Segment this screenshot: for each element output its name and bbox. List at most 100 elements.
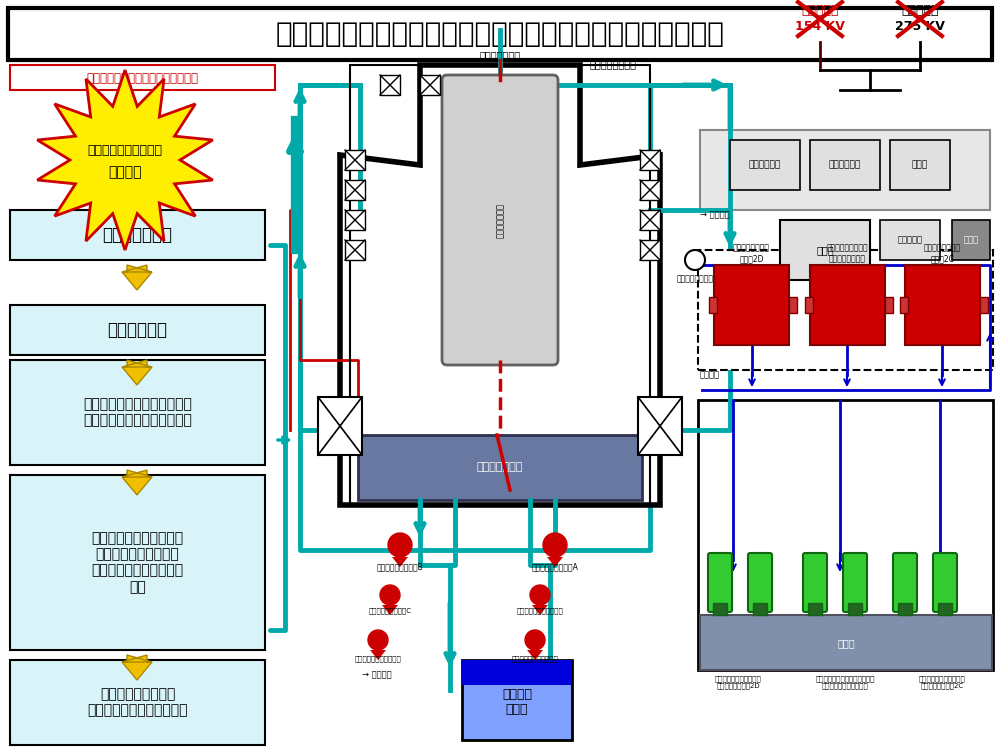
Bar (420, 75, 440, 95)
Text: 平成２３年３月１１日１４時４６分: 平成２３年３月１１日１４時４６分 (86, 71, 198, 85)
FancyBboxPatch shape (708, 553, 732, 612)
Bar (900, 297, 908, 313)
Text: 原子炉隔離時冷却ポンプ
及び高圧炉心スプレイ
ポンプにて原子炉水位を
確保: 原子炉隔離時冷却ポンプ 及び高圧炉心スプレイ ポンプにて原子炉水位を 確保 (91, 531, 184, 594)
Text: 高圧炉心スプレイ系ディーゼル
発電機冷却用海水ポンプ: 高圧炉心スプレイ系ディーゼル 発電機冷却用海水ポンプ (815, 675, 875, 689)
Polygon shape (37, 70, 213, 250)
Text: → 放水口へ: → 放水口へ (362, 670, 392, 680)
Text: 原子炉圧力容器: 原子炉圧力容器 (496, 202, 505, 238)
Text: 復水貯蔵
タンク: 復水貯蔵 タンク (502, 688, 532, 716)
Text: 非常用ディーゼル
発電機2C: 非常用ディーゼル 発電機2C (924, 244, 961, 263)
Bar (10, 65, 275, 90)
Text: 予備電源系: 予備電源系 (801, 4, 839, 16)
Circle shape (543, 533, 567, 557)
Text: 原子炉隔離時冷却ポンプ: 原子炉隔離時冷却ポンプ (355, 655, 401, 662)
Bar (848, 603, 862, 615)
Circle shape (530, 585, 550, 605)
Bar (640, 150, 660, 170)
Text: 主蒸気逃し安全弁: 主蒸気逃し安全弁 (590, 59, 637, 69)
Text: 原子炉格納容器: 原子炉格納容器 (479, 50, 521, 60)
Text: 東北地方太平洋沖地震発生後の東海第二発電所状況　その１: 東北地方太平洋沖地震発生後の東海第二発電所状況 その１ (276, 20, 724, 48)
Circle shape (380, 585, 400, 605)
Bar (318, 397, 362, 455)
Text: 給水ポンプ: 給水ポンプ (898, 236, 922, 244)
Text: 高圧タービン: 高圧タービン (749, 160, 781, 170)
Bar (810, 265, 885, 345)
Text: 275 KV: 275 KV (895, 20, 945, 32)
FancyBboxPatch shape (803, 553, 827, 612)
Circle shape (685, 250, 705, 270)
Polygon shape (527, 650, 543, 660)
Polygon shape (382, 605, 398, 615)
Bar (698, 250, 993, 370)
Polygon shape (392, 557, 408, 567)
Bar (898, 603, 912, 615)
Polygon shape (532, 605, 548, 615)
FancyBboxPatch shape (442, 75, 558, 365)
Circle shape (368, 630, 388, 650)
Text: 非常用ディーゼル発電機
冷却用海水ポンプ2D: 非常用ディーゼル発電機 冷却用海水ポンプ2D (715, 675, 761, 689)
Bar (714, 265, 789, 345)
Bar (713, 603, 727, 615)
Bar (462, 660, 572, 740)
Text: 原子炉自動停止: 原子炉自動停止 (103, 226, 173, 244)
Bar (345, 240, 365, 260)
Polygon shape (122, 360, 152, 385)
Text: 高圧炉心スプレイ系
ディーゼル発電機: 高圧炉心スプレイ系 ディーゼル発電機 (827, 244, 868, 263)
FancyBboxPatch shape (843, 553, 867, 612)
Text: 東北地方太平洋沖地震: 東北地方太平洋沖地震 (88, 143, 162, 157)
Bar (810, 140, 880, 190)
Bar (789, 297, 797, 313)
Bar (10, 660, 265, 745)
Bar (700, 130, 990, 210)
Text: 取水口: 取水口 (837, 638, 855, 648)
Bar (730, 140, 800, 190)
Polygon shape (122, 265, 152, 290)
Text: 原子炉給水ポンプ: 原子炉給水ポンプ (676, 274, 714, 283)
Text: 取水口: 取水口 (964, 236, 978, 244)
Bar (709, 297, 717, 313)
Bar (885, 297, 893, 313)
Bar (462, 660, 572, 685)
Bar (905, 265, 980, 345)
Bar (753, 603, 767, 615)
Circle shape (525, 630, 545, 650)
Bar (345, 150, 365, 170)
Bar (345, 180, 365, 200)
Text: 圧力抑制プール: 圧力抑制プール (477, 463, 523, 472)
Text: 154 KV: 154 KV (795, 20, 845, 32)
Bar (640, 240, 660, 260)
Bar (980, 297, 988, 313)
Bar (10, 305, 265, 355)
Bar (10, 210, 265, 260)
Bar (10, 475, 265, 650)
Polygon shape (122, 655, 152, 680)
Polygon shape (340, 65, 660, 505)
Text: 発生！！: 発生！！ (108, 165, 142, 179)
Bar (345, 210, 365, 230)
Bar (350, 65, 650, 505)
Bar (8, 8, 992, 60)
Text: 低圧炉心スプレイポンプ: 低圧炉心スプレイポンプ (517, 607, 563, 613)
FancyBboxPatch shape (893, 553, 917, 612)
Text: 非常用ディーゼル
発電機2D: 非常用ディーゼル 発電機2D (733, 244, 770, 263)
Bar (780, 220, 870, 280)
Bar (698, 400, 993, 670)
Bar (380, 75, 400, 95)
Text: 外部電源喪失: 外部電源喪失 (108, 321, 168, 339)
Text: 発電機: 発電機 (912, 160, 928, 170)
Polygon shape (122, 470, 152, 495)
Bar (358, 435, 642, 500)
Text: 放水口へ: 放水口へ (700, 370, 720, 380)
Bar (10, 360, 265, 465)
Text: → 放水口へ: → 放水口へ (700, 211, 730, 220)
Bar (805, 297, 813, 313)
Text: 非常用ディーゼル発電機にて
安全停止に必要な電力を確保: 非常用ディーゼル発電機にて 安全停止に必要な電力を確保 (83, 398, 192, 427)
Polygon shape (370, 650, 386, 660)
Text: 復水器: 復水器 (816, 245, 834, 255)
Bar (952, 220, 990, 260)
Text: 低圧タービン: 低圧タービン (829, 160, 861, 170)
Bar (890, 140, 950, 190)
FancyBboxPatch shape (748, 553, 772, 612)
Text: 残留熱除去系ポンプC: 残留熱除去系ポンプC (368, 607, 412, 613)
Bar (808, 603, 822, 615)
